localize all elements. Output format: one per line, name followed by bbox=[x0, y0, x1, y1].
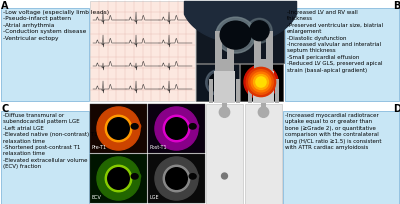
FancyBboxPatch shape bbox=[248, 79, 252, 103]
Circle shape bbox=[219, 107, 230, 117]
Text: -Increased LV and RV wall
thickness
-Preserved ventricular size, biatrial
enlarg: -Increased LV and RV wall thickness -Pre… bbox=[287, 10, 383, 73]
Circle shape bbox=[222, 173, 228, 179]
FancyBboxPatch shape bbox=[209, 79, 213, 103]
FancyBboxPatch shape bbox=[1, 8, 89, 101]
Text: -Low voltage (especially limb leads)
-Pseudo-infarct pattern
-Atrial arrhythmia
: -Low voltage (especially limb leads) -Ps… bbox=[3, 10, 109, 41]
FancyBboxPatch shape bbox=[236, 79, 240, 103]
Ellipse shape bbox=[187, 122, 198, 131]
Text: Pre-T1: Pre-T1 bbox=[92, 145, 107, 150]
Circle shape bbox=[254, 74, 268, 90]
FancyBboxPatch shape bbox=[285, 8, 399, 101]
FancyBboxPatch shape bbox=[254, 59, 273, 71]
Circle shape bbox=[166, 168, 187, 189]
FancyBboxPatch shape bbox=[240, 64, 283, 101]
Circle shape bbox=[155, 157, 198, 200]
FancyBboxPatch shape bbox=[215, 59, 234, 71]
FancyBboxPatch shape bbox=[275, 79, 279, 103]
FancyBboxPatch shape bbox=[206, 104, 243, 204]
FancyBboxPatch shape bbox=[1, 111, 89, 204]
Circle shape bbox=[108, 118, 129, 139]
FancyBboxPatch shape bbox=[222, 103, 228, 108]
Circle shape bbox=[155, 107, 198, 150]
Circle shape bbox=[249, 70, 273, 94]
Ellipse shape bbox=[206, 70, 229, 95]
FancyBboxPatch shape bbox=[254, 31, 260, 59]
Circle shape bbox=[166, 118, 187, 139]
FancyBboxPatch shape bbox=[148, 104, 205, 153]
Ellipse shape bbox=[221, 22, 250, 48]
FancyBboxPatch shape bbox=[148, 154, 205, 203]
Circle shape bbox=[97, 157, 140, 200]
Circle shape bbox=[108, 168, 129, 189]
Circle shape bbox=[258, 107, 269, 117]
FancyBboxPatch shape bbox=[196, 64, 239, 101]
Circle shape bbox=[256, 77, 266, 87]
Circle shape bbox=[246, 67, 276, 97]
FancyBboxPatch shape bbox=[266, 31, 273, 59]
Text: D: D bbox=[393, 104, 400, 114]
Circle shape bbox=[105, 165, 132, 192]
FancyBboxPatch shape bbox=[228, 31, 234, 59]
FancyBboxPatch shape bbox=[253, 71, 274, 103]
FancyBboxPatch shape bbox=[196, 1, 284, 63]
Circle shape bbox=[105, 115, 132, 142]
FancyBboxPatch shape bbox=[214, 71, 235, 103]
Text: ECV: ECV bbox=[92, 195, 102, 200]
Ellipse shape bbox=[220, 21, 251, 49]
Ellipse shape bbox=[246, 18, 272, 43]
Circle shape bbox=[97, 107, 140, 150]
FancyBboxPatch shape bbox=[90, 1, 195, 101]
Ellipse shape bbox=[129, 172, 140, 181]
FancyBboxPatch shape bbox=[283, 111, 399, 204]
Ellipse shape bbox=[129, 122, 140, 131]
Text: -Increased myocardial radiotracer
uptake equal to or greater than
bone (≥Grade 2: -Increased myocardial radiotracer uptake… bbox=[285, 113, 382, 150]
Ellipse shape bbox=[187, 172, 198, 181]
Text: -Diffuse transmural or
subendocardial pattern LGE
-Left atrial LGE
-Elevated nat: -Diffuse transmural or subendocardial pa… bbox=[3, 113, 98, 169]
FancyBboxPatch shape bbox=[260, 103, 266, 108]
Ellipse shape bbox=[189, 124, 196, 129]
Text: B: B bbox=[393, 1, 400, 11]
Ellipse shape bbox=[189, 174, 196, 179]
FancyBboxPatch shape bbox=[215, 31, 222, 59]
FancyBboxPatch shape bbox=[90, 154, 147, 203]
Text: C: C bbox=[1, 104, 8, 114]
Ellipse shape bbox=[216, 17, 256, 53]
Circle shape bbox=[163, 165, 190, 192]
Ellipse shape bbox=[209, 73, 226, 92]
FancyBboxPatch shape bbox=[245, 104, 282, 204]
Ellipse shape bbox=[131, 124, 138, 129]
Ellipse shape bbox=[250, 21, 269, 41]
FancyBboxPatch shape bbox=[90, 104, 147, 153]
Circle shape bbox=[244, 65, 278, 99]
Text: LGE: LGE bbox=[150, 195, 160, 200]
Circle shape bbox=[251, 72, 271, 92]
Text: Post-T1: Post-T1 bbox=[150, 145, 168, 150]
Text: A: A bbox=[1, 1, 8, 11]
Circle shape bbox=[163, 115, 190, 142]
Ellipse shape bbox=[131, 174, 138, 179]
